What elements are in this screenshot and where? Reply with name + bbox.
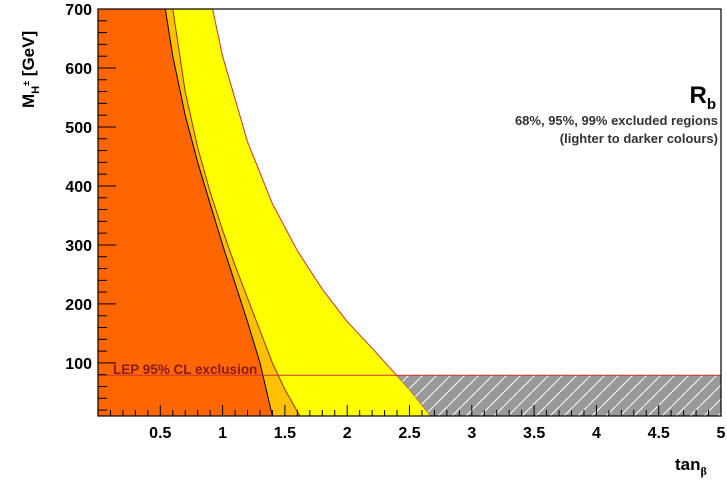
y-tick-label: 100 [65, 356, 92, 373]
y-axis-title-sub: H [30, 86, 42, 94]
legend-title: Rb [689, 82, 716, 113]
legend-title-main: R [689, 82, 706, 109]
legend-line-1: 68%, 95%, 99% excluded regions [515, 113, 718, 128]
exclusion-regions [98, 9, 432, 416]
lep-hatched-band [396, 375, 721, 416]
x-tick-label: 4 [592, 425, 601, 442]
lep-exclusion-label: LEP 95% CL exclusion [113, 362, 257, 377]
x-axis-title-main: tan [675, 455, 701, 474]
x-axis-title: tanβ [675, 455, 707, 478]
boundary-99pct [164, 9, 273, 416]
y-tick-label: 300 [65, 238, 92, 255]
x-tick-label: 4.5 [648, 425, 670, 442]
legend-title-sub: b [707, 96, 716, 113]
y-tick-label: 500 [65, 120, 92, 137]
y-tick-label: 700 [65, 2, 92, 19]
x-tick-label: 0.5 [149, 425, 171, 442]
y-axis-title-sup: ± [21, 81, 31, 86]
y-tick-label: 400 [65, 179, 92, 196]
x-tick-label: 5 [717, 425, 726, 442]
y-axis: 100 200 300 400 500 600 700 [65, 2, 116, 411]
x-axis: 0.5 1 1.5 2 2.5 3 3.5 4 4.5 5 [109, 405, 726, 442]
y-axis-title-main: M [19, 94, 38, 108]
x-tick-label: 3.5 [523, 425, 545, 442]
x-tick-label: 1.5 [274, 425, 296, 442]
y-axis-title: MH± [GeV] [19, 31, 42, 108]
x-tick-label: 1 [218, 425, 227, 442]
x-axis-title-sub: β [701, 464, 707, 478]
legend-line-2: (lighter to darker colours) [560, 131, 718, 146]
x-tick-label: 3 [467, 425, 476, 442]
y-tick-label: 600 [65, 61, 92, 78]
y-axis-title-unit: [GeV] [19, 31, 38, 81]
boundary-95pct [172, 9, 301, 416]
y-tick-label: 200 [65, 297, 92, 314]
region-99pct [98, 9, 273, 416]
x-tick-label: 2.5 [398, 425, 420, 442]
lep-exclusion [98, 374, 721, 416]
x-tick-label: 2 [343, 425, 352, 442]
